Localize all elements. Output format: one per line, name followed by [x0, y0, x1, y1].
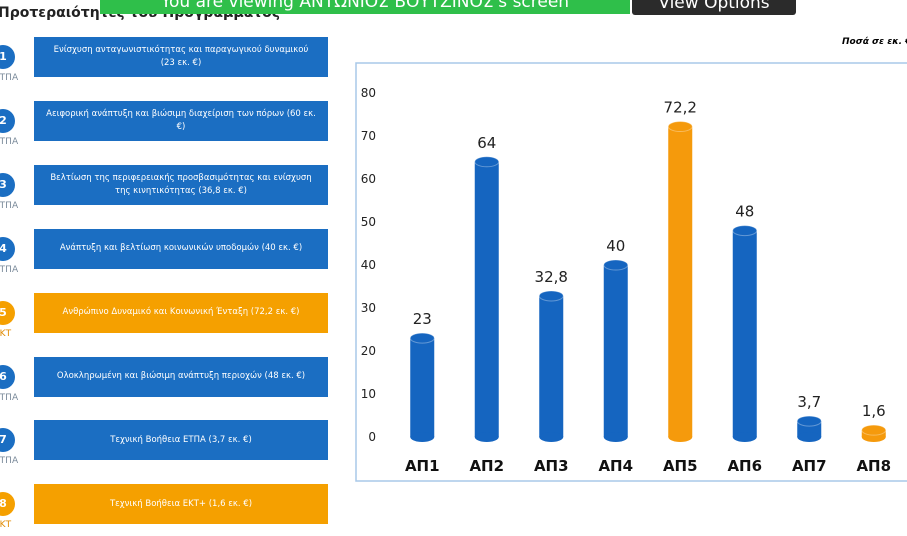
- priority-fund: ΕΤΠΑ: [0, 264, 19, 275]
- value-label: 64: [477, 134, 496, 152]
- bar-base: [539, 432, 564, 442]
- x-tick-label: ΑΠ4: [598, 457, 633, 475]
- x-tick-label: ΑΠ7: [792, 457, 827, 475]
- bar-top: [667, 121, 693, 133]
- y-tick-label: 10: [361, 387, 376, 401]
- x-tick-label: ΑΠ3: [534, 457, 569, 475]
- bar: [732, 230, 757, 437]
- bar: [539, 295, 564, 437]
- bar-base: [603, 432, 628, 442]
- chart-frame: [355, 62, 907, 482]
- value-label: 40: [606, 237, 625, 255]
- priority-fund: ΕΤΠΑ: [0, 73, 19, 83]
- priority-box: Ενίσχυση ανταγωνιστικότητας και παραγωγι…: [34, 37, 328, 77]
- priority-fund: ΕΤΠΑ: [0, 456, 19, 467]
- bar-base: [410, 432, 435, 442]
- view-options-button[interactable]: View Options: [632, 0, 796, 15]
- priority-fund: ΕΤΠΑ: [0, 136, 19, 147]
- x-tick-label: ΑΠ2: [469, 457, 504, 475]
- bar-base: [797, 432, 822, 442]
- unit-note: Ποσά σε εκ. €: [842, 37, 907, 47]
- priority-number: 8: [0, 492, 15, 517]
- y-tick-label: 70: [361, 129, 376, 143]
- bar-top: [409, 332, 435, 344]
- value-label: 23: [413, 310, 432, 328]
- priority-box: Ανθρώπινο Δυναμικό και Κοινωνική Ένταξη …: [34, 292, 328, 333]
- bar-top: [474, 156, 500, 168]
- bar: [410, 338, 435, 437]
- bar-top: [732, 225, 758, 237]
- priority-fund: ΕΚΤ: [0, 328, 12, 339]
- value-label: 3,7: [797, 393, 821, 411]
- priority-number: 5: [0, 300, 15, 325]
- x-tick-label: ΑΠ8: [856, 457, 891, 475]
- priority-fund: ΕΚΤ: [0, 520, 12, 531]
- priority-box: Τεχνική Βοήθεια ΕΚΤ+ (1,6 εκ. €): [34, 484, 328, 525]
- priority-fund: ΕΤΠΑ: [0, 200, 19, 211]
- y-tick-label: 40: [361, 258, 376, 272]
- bar-base: [668, 432, 693, 442]
- priority-box: Βελτίωση της περιφερειακής προσβασιμότητ…: [34, 164, 328, 205]
- x-tick-label: ΑΠ6: [727, 457, 762, 475]
- y-tick-label: 30: [361, 301, 376, 315]
- x-tick-label: ΑΠ5: [663, 457, 698, 475]
- value-label: 32,8: [535, 268, 568, 286]
- priority-fund: ΕΤΠΑ: [0, 392, 19, 403]
- priority-box: Τεχνική Βοήθεια ΕΤΠΑ (3,7 εκ. €): [34, 420, 328, 461]
- y-tick-label: 60: [361, 172, 376, 186]
- priority-number: 7: [0, 428, 15, 453]
- bar-top: [796, 415, 822, 427]
- priority-number: 4: [0, 236, 15, 261]
- y-tick-label: 0: [368, 430, 376, 444]
- priority-box: Ανάπτυξη και βελτίωση κοινωνικών υποδομώ…: [34, 228, 328, 269]
- bar-top: [538, 290, 564, 302]
- priority-number: 3: [0, 172, 15, 197]
- priority-number: 1: [0, 45, 15, 69]
- y-tick-label: 80: [361, 86, 376, 100]
- bar-base: [732, 432, 757, 442]
- bar: [474, 161, 499, 438]
- priority-box: Ολοκληρωμένη και βιώσιμη ανάπτυξη περιοχ…: [34, 356, 328, 397]
- bar-top: [603, 259, 629, 271]
- x-tick-label: ΑΠ1: [405, 457, 440, 475]
- value-label: 72,2: [664, 99, 697, 117]
- value-label: 48: [735, 203, 754, 221]
- priority-box: Αειφορική ανάπτυξη και βιώσιμη διαχείρισ…: [34, 100, 328, 141]
- bar-base: [474, 432, 499, 442]
- bar-top: [861, 424, 887, 436]
- bar: [668, 126, 693, 437]
- bar: [603, 265, 628, 437]
- priority-number: 6: [0, 364, 15, 389]
- y-tick-label: 50: [361, 215, 376, 229]
- screen-share-banner: You are viewing ΑΝΤΩΝΙΟΣ ΒΟΥΤΖΙΝΟΣ's scr…: [100, 0, 630, 14]
- value-label: 1,6: [862, 402, 886, 420]
- bar-base: [861, 432, 886, 442]
- priority-number: 2: [0, 108, 15, 133]
- y-tick-label: 20: [361, 344, 376, 358]
